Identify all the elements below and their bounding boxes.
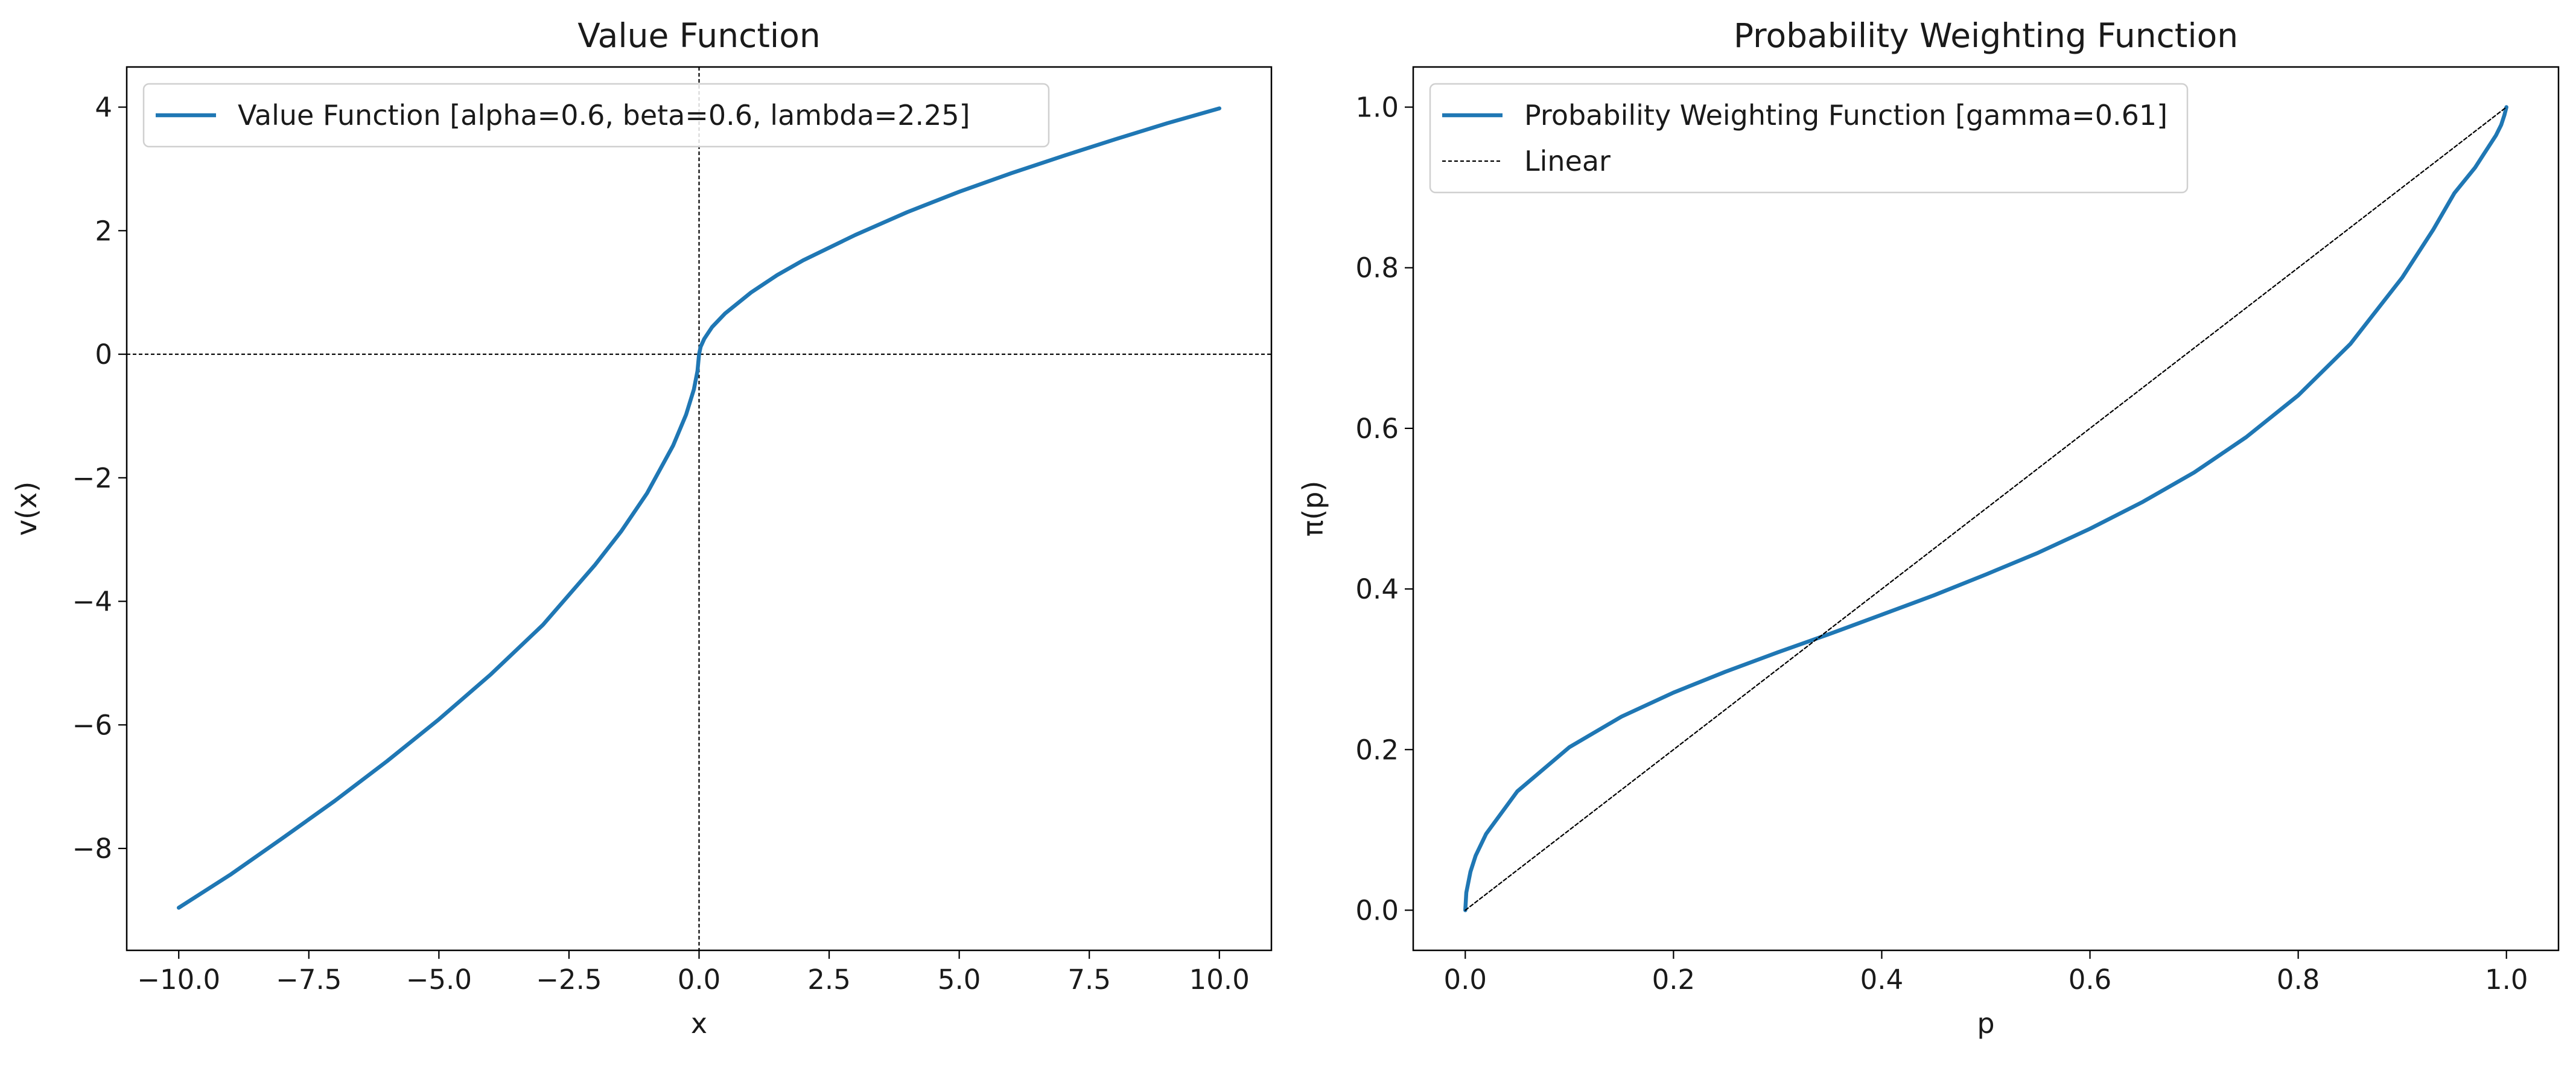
x-tick-label: 0.4 <box>1860 964 1904 996</box>
y-tick-label: 0 <box>95 339 112 370</box>
series-line <box>176 106 1222 910</box>
x-tick-label: 1.0 <box>2485 964 2528 996</box>
legend-label: Value Function [alpha=0.6, beta=0.6, lam… <box>238 99 970 132</box>
y-tick-label: 4 <box>95 92 112 124</box>
y-tick-label: 1.0 <box>1355 92 1399 124</box>
x-axis-label: p <box>1977 1007 1994 1040</box>
value-function-panel: −10.0 −7.5 −5.0 −2.5 0.0 2.5 5.0 7.5 10.0 4 2 0 −2 −4… <box>10 16 1273 1040</box>
x-tick-label: 10.0 <box>1189 964 1250 996</box>
axes-frame <box>1412 66 2560 952</box>
x-tick-label: 0.2 <box>1652 964 1696 996</box>
y-tick-label: 0.2 <box>1355 734 1399 766</box>
y-axis-label: v(x) <box>10 482 43 536</box>
y-tick-label: 0.4 <box>1355 573 1399 605</box>
y-axis-label: π(p) <box>1297 481 1329 537</box>
series-line <box>1463 105 2508 912</box>
x-tick-label: −5.0 <box>406 964 472 996</box>
x-tick-label: −7.5 <box>276 964 342 996</box>
x-tick-label: −2.5 <box>536 964 602 996</box>
linear-reference-line <box>1465 106 2507 911</box>
y-tick-label: 0.0 <box>1355 894 1399 926</box>
chart-title: Probability Weighting Function <box>1734 16 2238 55</box>
x-tick-label: 0.8 <box>2277 964 2320 996</box>
y-tick-label: 0.6 <box>1355 413 1399 445</box>
legend-box <box>142 83 1050 148</box>
y-tick-label: 2 <box>95 215 112 247</box>
x-tick-label: 0.0 <box>1443 964 1487 996</box>
y-tick-label: −6 <box>72 709 112 741</box>
x-tick-label: 7.5 <box>1067 964 1111 996</box>
x-tick-label: 5.0 <box>938 964 981 996</box>
x-axis-label: x <box>691 1007 707 1040</box>
y-tick-label: 0.8 <box>1355 252 1399 284</box>
legend-label: Probability Weighting Function [gamma=0.… <box>1524 99 2167 132</box>
x-tick-label: 0.0 <box>678 964 721 996</box>
legend-box <box>1429 83 2189 194</box>
x-tick-label: −10.0 <box>137 964 220 996</box>
x-tick-label: 2.5 <box>807 964 851 996</box>
x-tick-label: 0.6 <box>2069 964 2112 996</box>
legend-label: Linear <box>1524 145 1611 177</box>
y-tick-label: −8 <box>72 833 112 865</box>
chart-title: Value Function <box>577 16 820 55</box>
y-tick-label: −4 <box>72 586 112 618</box>
y-tick-label: −2 <box>72 462 112 494</box>
probability-weighting-panel: 0.0 0.2 0.4 0.6 0.8 1.0 0.0 0.2 0.4 0.6 0.8 1.0 Prob… <box>1297 16 2560 1040</box>
